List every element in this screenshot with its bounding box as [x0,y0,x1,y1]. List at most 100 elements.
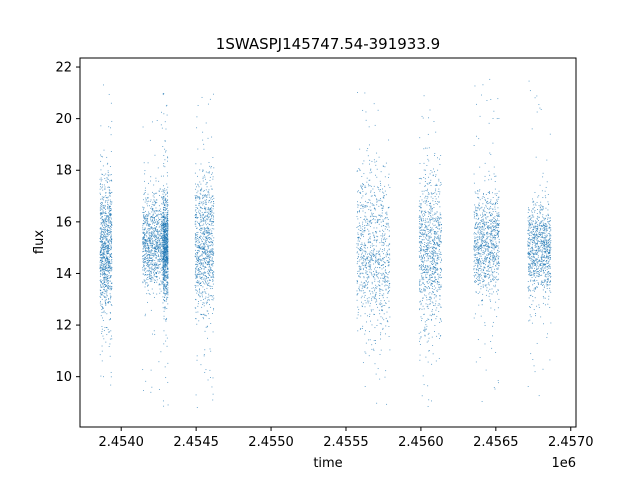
data-point [163,229,165,231]
data-point [437,256,439,258]
data-point [440,306,442,308]
data-point [162,228,164,229]
data-point [383,242,385,244]
data-point [156,192,158,194]
data-point [149,257,151,259]
data-point [210,218,212,220]
data-point [208,172,210,174]
data-point [211,299,213,301]
data-point [101,243,103,245]
data-point [384,333,386,335]
data-point [379,190,381,192]
data-point [365,263,367,265]
data-point [195,225,197,227]
data-point [159,238,161,240]
data-point [357,255,359,257]
data-point [154,228,156,230]
data-point [163,250,165,252]
data-point [102,221,104,223]
data-point [211,286,213,287]
data-point [438,158,440,160]
data-point [104,247,106,249]
data-point [200,215,202,217]
data-point [197,195,198,197]
data-point [208,318,210,319]
data-point [164,217,166,219]
data-point [207,194,209,196]
data-point [157,240,158,241]
data-point [428,350,430,352]
data-point [150,273,152,274]
data-point [102,218,104,220]
data-point [375,240,377,242]
data-point [107,302,109,304]
data-point [109,194,111,196]
data-point [211,215,213,217]
data-point [206,197,208,198]
data-point [166,250,168,252]
data-point [149,254,151,256]
data-point [428,160,430,162]
data-point [370,254,372,256]
data-point [101,217,102,219]
data-point [384,262,385,264]
data-point [111,242,112,244]
data-point [107,240,108,242]
data-point [204,208,206,209]
data-point [164,261,165,263]
data-point [163,255,165,257]
data-point [166,260,168,262]
data-point [205,291,207,293]
data-point [197,217,199,218]
data-point [210,248,212,250]
data-point [151,262,153,264]
data-point [104,267,106,268]
data-point [106,246,108,248]
data-point [429,182,431,183]
data-point [110,236,112,238]
data-point [213,212,215,214]
data-point [109,338,111,340]
data-point [145,250,147,252]
data-point [110,102,112,104]
data-point [147,213,149,215]
data-point [197,259,199,261]
data-point [373,248,375,250]
data-point [358,270,360,272]
data-point [148,211,150,213]
data-point [154,267,156,269]
data-point [164,264,166,266]
data-point [381,309,383,311]
data-point [421,265,422,267]
data-point [146,232,148,234]
data-point [203,227,205,229]
data-point [151,219,153,221]
data-point [162,247,164,249]
data-point [150,251,152,253]
data-point [108,231,110,233]
data-point [203,248,205,249]
data-point [437,255,439,257]
data-point [152,260,154,261]
data-point [437,242,438,244]
data-point [162,256,164,258]
data-point [164,225,166,227]
data-point [372,309,374,311]
data-point [165,266,167,268]
data-point [108,266,110,268]
data-point [107,244,109,246]
data-point [212,218,214,220]
data-point [110,253,112,255]
data-point [364,230,366,232]
data-point [421,267,423,269]
data-point [107,278,109,280]
data-point [144,233,146,235]
data-point [107,196,109,198]
data-point [205,232,207,234]
data-point [361,252,363,254]
data-point [161,197,163,199]
data-point [202,259,204,261]
data-point [389,349,391,351]
data-point [366,277,368,279]
data-point [167,282,169,284]
